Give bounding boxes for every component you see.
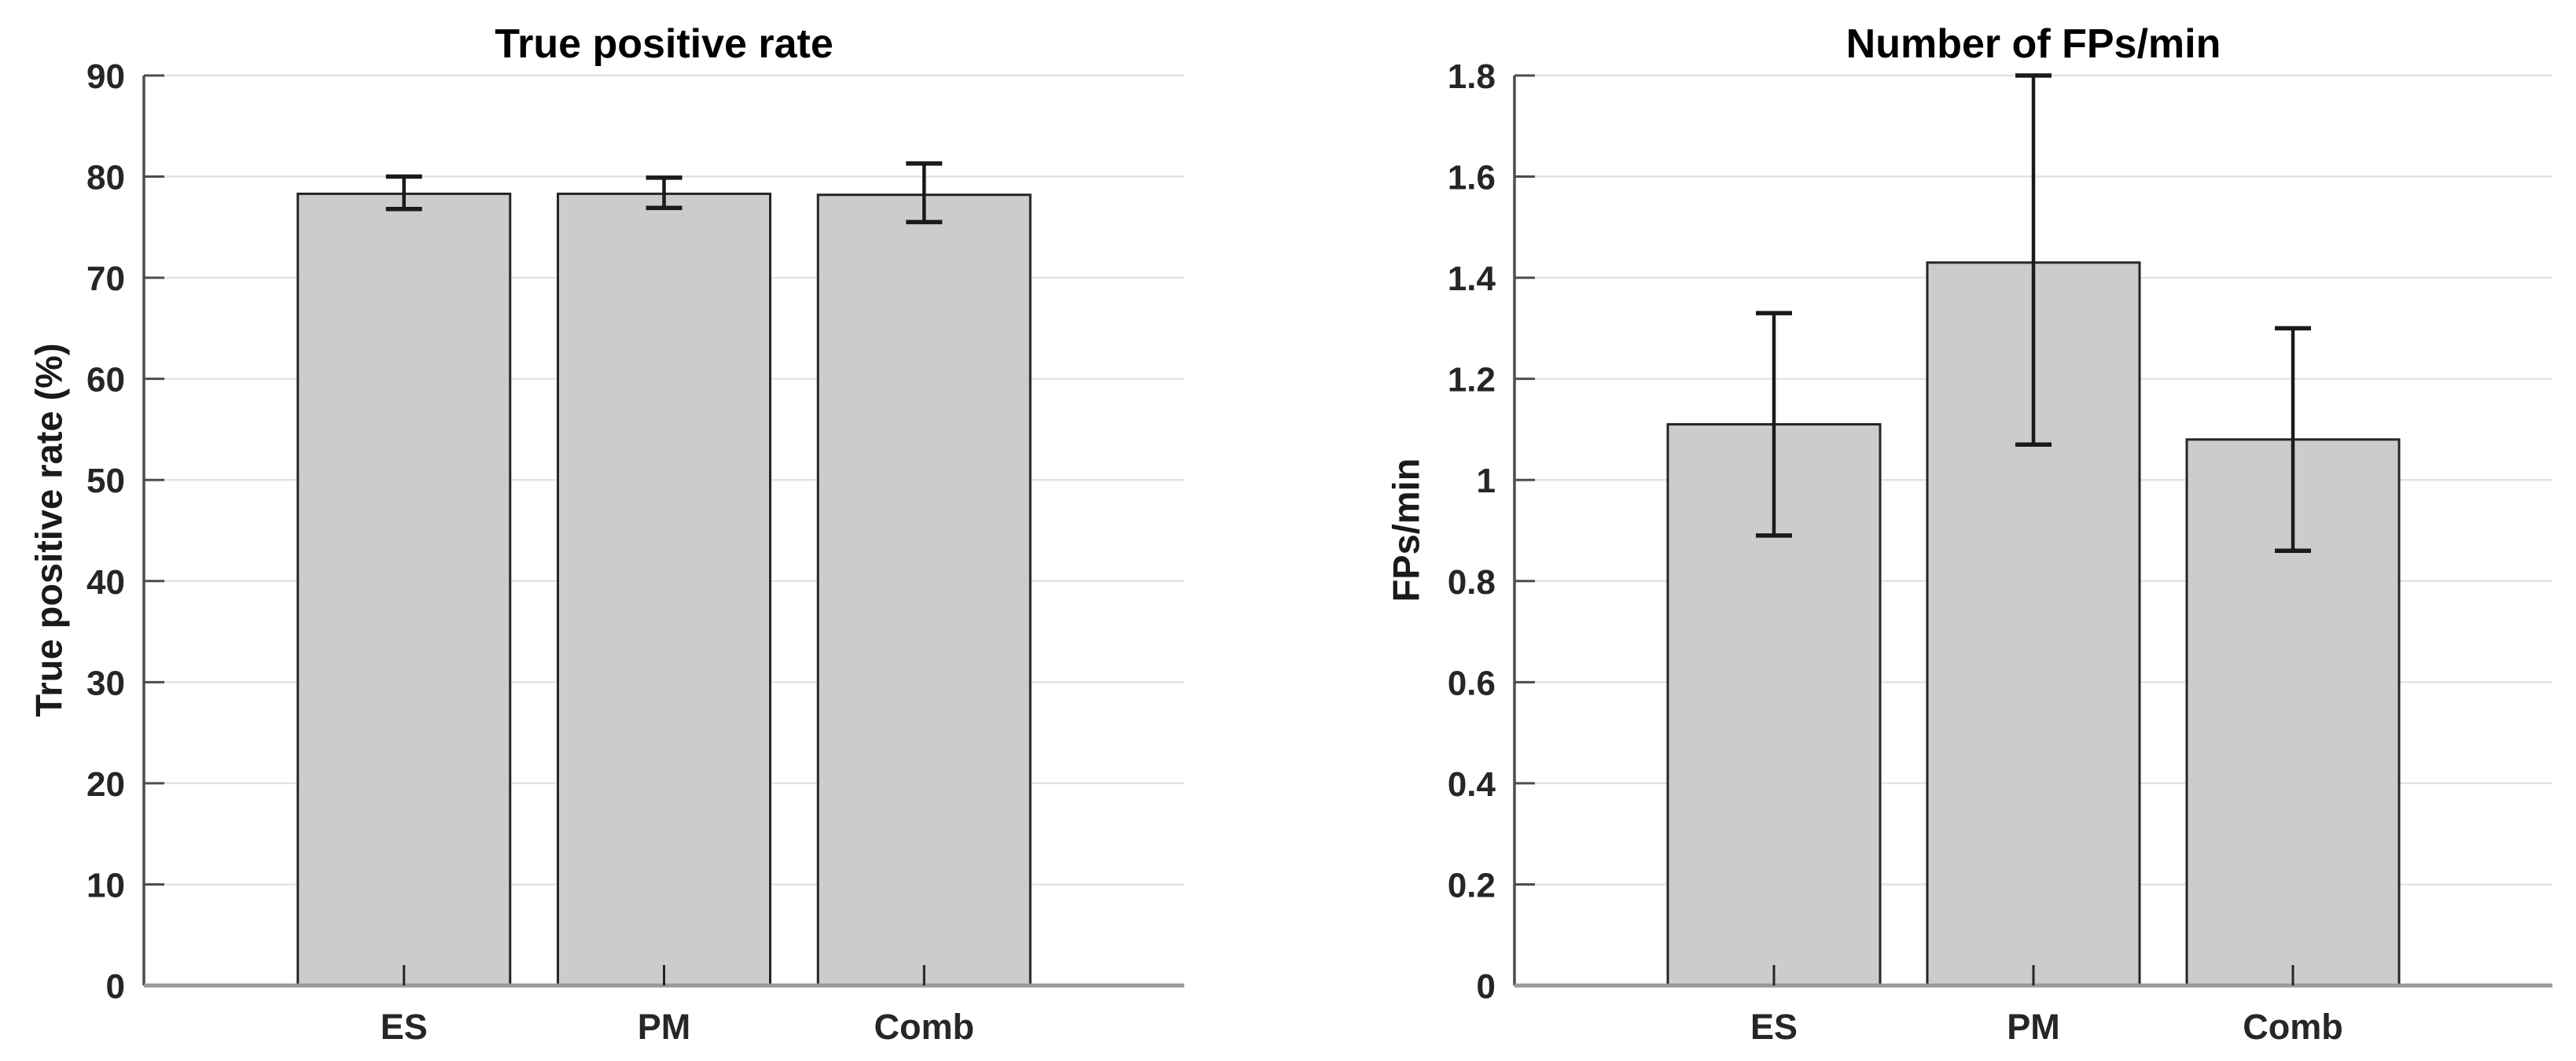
x-tick-label-PM: PM — [2007, 1007, 2060, 1047]
y-tick-label: 0.4 — [1448, 765, 1496, 804]
x-tick-label-Comb: Comb — [2243, 1007, 2343, 1047]
bar-Comb — [816, 193, 1032, 987]
y-tick-label: 0 — [106, 967, 125, 1006]
y-axis-label-left: True positive rate (%) — [28, 343, 70, 717]
y-tick-label: 1.4 — [1448, 260, 1496, 298]
x-tick-label-PM: PM — [638, 1007, 691, 1047]
y-tick-label: 60 — [86, 361, 125, 400]
y-tick-label: 1.2 — [1448, 361, 1496, 400]
y-tick-label: 0 — [1477, 967, 1496, 1006]
x-tick-label-Comb: Comb — [874, 1007, 975, 1047]
bar-ES — [296, 192, 512, 987]
y-axis-label-right: FPs/min — [1385, 458, 1427, 602]
x-tick-label-ES: ES — [381, 1007, 428, 1047]
y-tick-label: 50 — [86, 462, 125, 500]
bar-PM — [557, 192, 771, 987]
y-tick-label: 0.2 — [1448, 866, 1496, 904]
x-tick-label-ES: ES — [1750, 1007, 1798, 1047]
y-tick-label: 80 — [86, 159, 125, 197]
y-tick-label: 1.8 — [1448, 57, 1496, 96]
y-tick-label: 20 — [86, 765, 125, 804]
y-tick-label: 70 — [86, 260, 125, 298]
y-tick-label: 40 — [86, 563, 125, 602]
y-tick-label: 1.6 — [1448, 159, 1496, 197]
chart-title-true-positive-rate: True positive rate — [495, 21, 834, 67]
y-tick-label: 0.6 — [1448, 664, 1496, 702]
y-tick-label: 0.8 — [1448, 563, 1496, 602]
y-tick-label: 10 — [86, 866, 125, 904]
y-tick-label: 30 — [86, 664, 125, 702]
chart-title-number-of-fps-min: Number of FPs/min — [1846, 21, 2221, 67]
y-tick-label: 90 — [86, 57, 125, 96]
y-tick-label: 1 — [1477, 462, 1496, 500]
